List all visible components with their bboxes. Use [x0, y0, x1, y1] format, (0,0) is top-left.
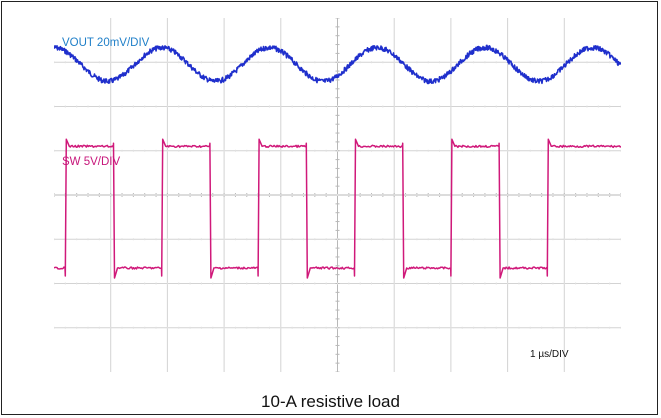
grid: [54, 18, 621, 372]
oscilloscope-chart: VOUT 20mV/DIV SW 5V/DIV ¹² ¹² 1 µs/DIV: [54, 18, 621, 372]
vout-trace: [54, 44, 621, 85]
vout-channel-label: VOUT 20mV/DIV: [62, 37, 150, 49]
sw-trace: [54, 138, 621, 279]
sw-channel-label: SW 5V/DIV: [62, 156, 120, 168]
figure-caption: 10-A resistive load: [261, 392, 400, 411]
timebase-label: 1 µs/DIV: [530, 349, 569, 360]
traces: [54, 44, 621, 279]
